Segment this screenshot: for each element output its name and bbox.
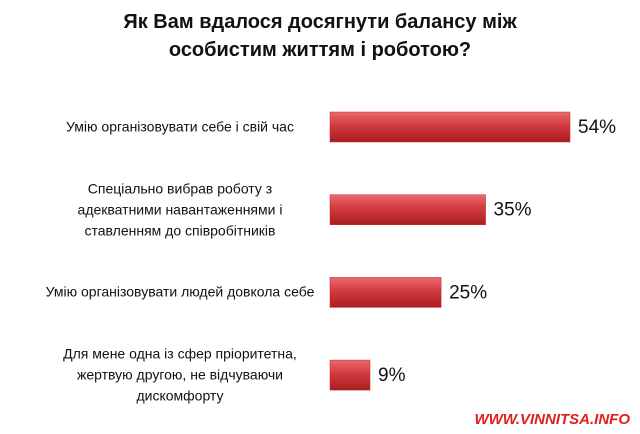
category-label: Умію організовувати себе і свій час: [66, 118, 294, 135]
chart-title: Як Вам вдалося досягнути балансу між осо…: [123, 11, 517, 61]
bar: [329, 277, 442, 308]
watermark: WWW.VINNITSA.INFO: [474, 411, 630, 428]
category-label: Для мене одна із сфер пріоритетна, жертв…: [63, 345, 297, 404]
bar: [329, 359, 371, 391]
value-label: 9%: [378, 365, 406, 386]
value-label: 54%: [578, 117, 616, 138]
bar: [329, 194, 486, 225]
category-label: Спеціально вибрав роботу з адекватними н…: [77, 180, 283, 239]
category-label: Умію організовувати людей довкола себе: [45, 283, 315, 300]
value-label: 25%: [449, 282, 487, 303]
value-label: 35%: [494, 200, 532, 221]
bar: [329, 111, 571, 143]
